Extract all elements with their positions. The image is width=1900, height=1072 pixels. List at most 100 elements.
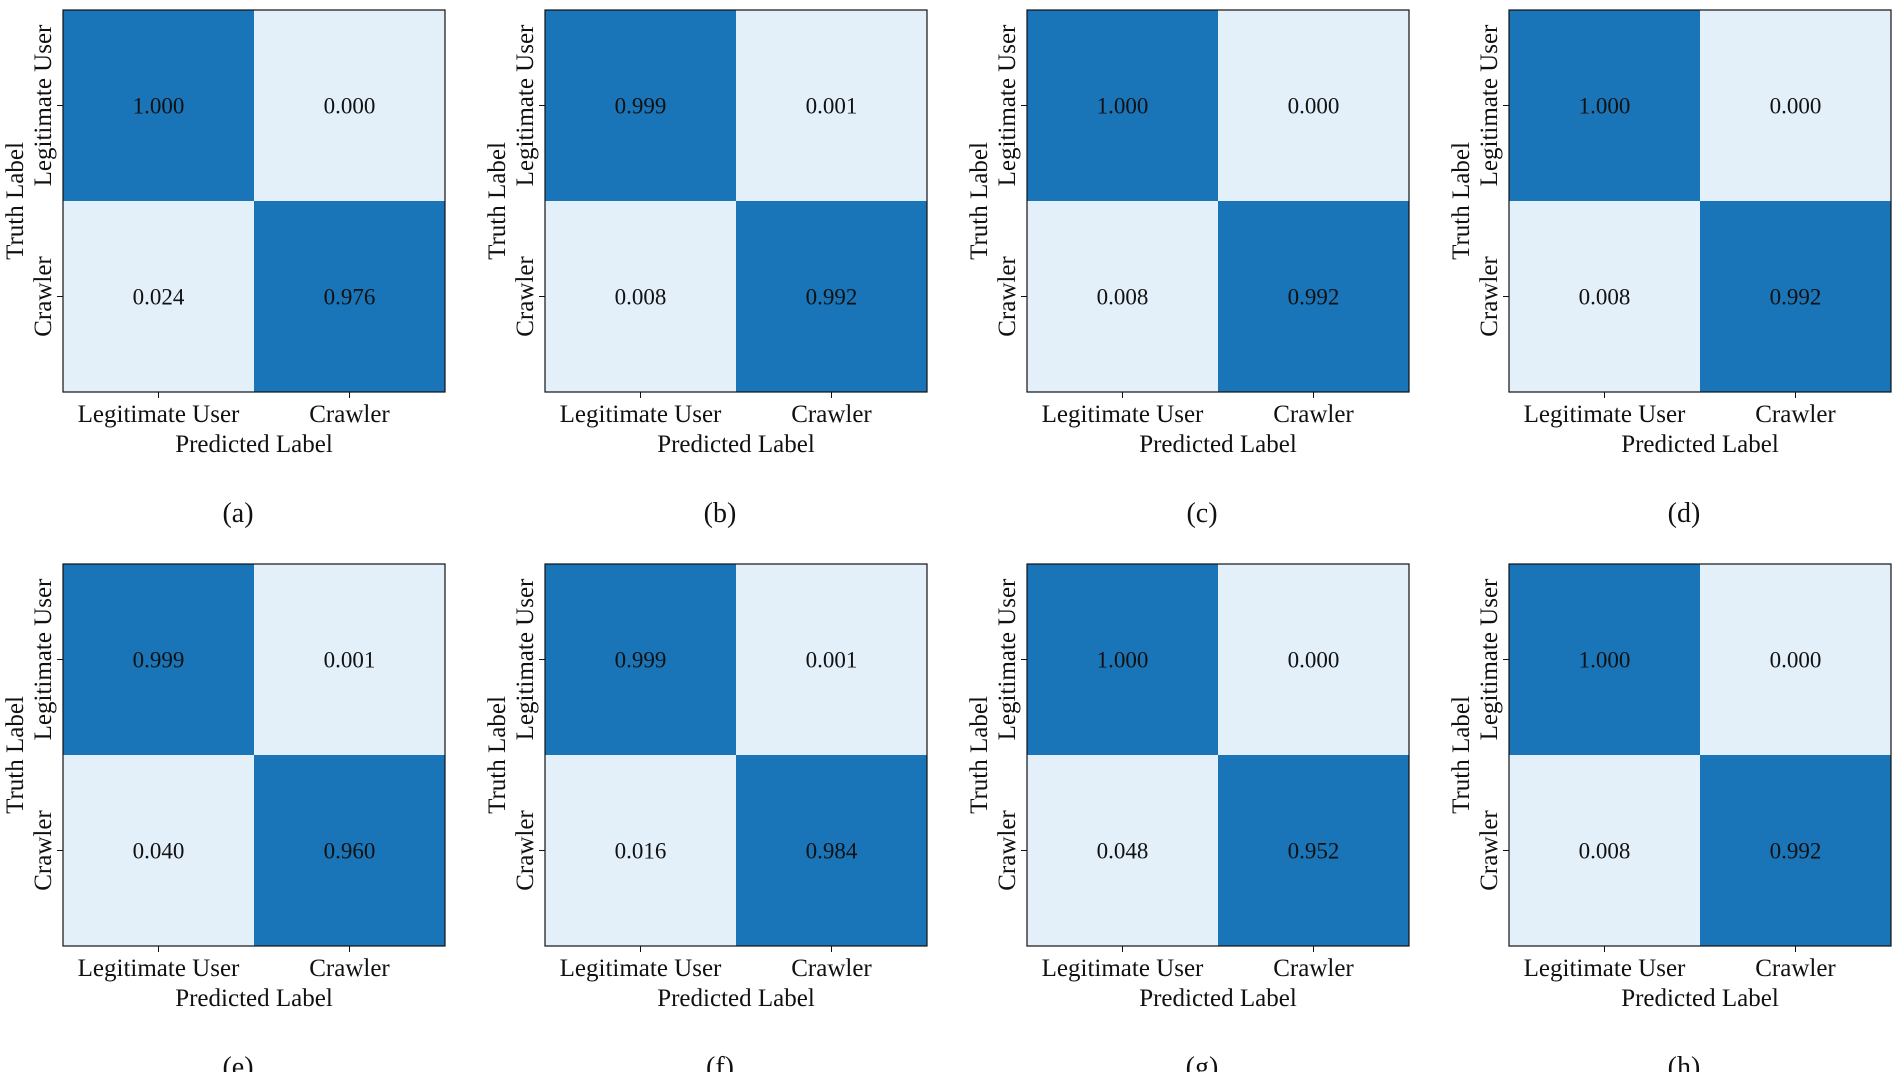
x-tick-label: Crawler bbox=[1755, 401, 1836, 428]
panel-caption: (a) bbox=[222, 498, 253, 529]
cell-value-label: 0.001 bbox=[324, 648, 376, 673]
y-tick-label: Legitimate User bbox=[30, 578, 57, 740]
cell-value-label: 0.960 bbox=[324, 839, 376, 864]
matrix-cell bbox=[63, 564, 254, 755]
matrix-cell bbox=[1027, 10, 1218, 201]
matrix-frame bbox=[62, 563, 446, 947]
x-axis-label: Predicted Label bbox=[657, 431, 815, 458]
cell-value-label: 0.992 bbox=[806, 285, 858, 310]
matrix-frame bbox=[62, 9, 446, 393]
panel-caption: (f) bbox=[706, 1052, 734, 1072]
y-axis-label: Truth Label bbox=[1448, 696, 1475, 814]
x-tick-label: Legitimate User bbox=[560, 955, 722, 982]
matrix-cell bbox=[254, 201, 445, 392]
matrix-cell bbox=[1509, 10, 1700, 201]
y-tick-label: Crawler bbox=[994, 256, 1021, 337]
cell-value-label: 1.000 bbox=[1097, 94, 1149, 119]
y-axis-label: Truth Label bbox=[1448, 142, 1475, 260]
x-tick-label: Legitimate User bbox=[1524, 401, 1686, 428]
y-tick-label: Legitimate User bbox=[1476, 578, 1503, 740]
cell-value-label: 0.001 bbox=[806, 94, 858, 119]
x-tick-label: Crawler bbox=[791, 955, 872, 982]
matrix-cell bbox=[1027, 755, 1218, 946]
matrix-cell bbox=[1509, 201, 1700, 392]
x-axis-label: Predicted Label bbox=[175, 431, 333, 458]
panel-caption: (h) bbox=[1668, 1052, 1701, 1072]
x-tick-label: Legitimate User bbox=[1042, 955, 1204, 982]
matrix-cell bbox=[1027, 201, 1218, 392]
y-tick-label: Crawler bbox=[30, 256, 57, 337]
cell-value-label: 0.000 bbox=[1770, 94, 1822, 119]
matrix-cell bbox=[254, 755, 445, 946]
cell-value-label: 0.048 bbox=[1097, 839, 1149, 864]
cell-value-label: 0.000 bbox=[324, 94, 376, 119]
y-tick-label: Crawler bbox=[1476, 256, 1503, 337]
panel-caption: (b) bbox=[704, 498, 737, 529]
y-tick-label: Crawler bbox=[1476, 810, 1503, 891]
matrix-cell bbox=[545, 564, 736, 755]
matrix-cell bbox=[1509, 564, 1700, 755]
panel-caption: (g) bbox=[1186, 1052, 1219, 1072]
matrix-cell bbox=[1218, 564, 1409, 755]
x-tick-label: Legitimate User bbox=[1042, 401, 1204, 428]
x-tick-label: Legitimate User bbox=[78, 955, 240, 982]
x-tick-label: Crawler bbox=[1273, 401, 1354, 428]
cell-value-label: 0.016 bbox=[615, 839, 667, 864]
cell-value-label: 0.984 bbox=[806, 839, 858, 864]
cell-value-label: 0.040 bbox=[133, 839, 185, 864]
cell-value-label: 0.008 bbox=[1097, 285, 1149, 310]
matrix-cell bbox=[63, 755, 254, 946]
matrix-frame bbox=[1508, 9, 1892, 393]
y-tick-label: Legitimate User bbox=[512, 578, 539, 740]
x-axis-label: Predicted Label bbox=[1139, 431, 1297, 458]
matrix-cell bbox=[1700, 10, 1891, 201]
cell-value-label: 1.000 bbox=[1579, 648, 1631, 673]
cell-value-label: 0.024 bbox=[133, 285, 185, 310]
matrix-cell bbox=[545, 201, 736, 392]
matrix-cell bbox=[1700, 201, 1891, 392]
cell-value-label: 1.000 bbox=[133, 94, 185, 119]
matrix-cell bbox=[736, 10, 927, 201]
y-tick-label: Legitimate User bbox=[30, 24, 57, 186]
cell-value-label: 0.008 bbox=[1579, 839, 1631, 864]
y-axis-label: Truth Label bbox=[2, 142, 29, 260]
x-axis-label: Predicted Label bbox=[1621, 985, 1779, 1012]
matrix-cell bbox=[254, 564, 445, 755]
y-tick-label: Crawler bbox=[30, 810, 57, 891]
y-tick-label: Legitimate User bbox=[994, 24, 1021, 186]
matrix-frame bbox=[544, 9, 928, 393]
y-axis-label: Truth Label bbox=[2, 696, 29, 814]
cell-value-label: 0.999 bbox=[615, 648, 667, 673]
cell-value-label: 0.008 bbox=[615, 285, 667, 310]
y-axis-label: Truth Label bbox=[966, 142, 993, 260]
matrix-cell bbox=[1218, 10, 1409, 201]
x-tick-label: Crawler bbox=[791, 401, 872, 428]
cell-value-label: 0.976 bbox=[324, 285, 376, 310]
matrix-cell bbox=[736, 755, 927, 946]
matrix-cell bbox=[1027, 564, 1218, 755]
x-tick-label: Legitimate User bbox=[560, 401, 722, 428]
cell-value-label: 0.000 bbox=[1770, 648, 1822, 673]
cell-value-label: 0.992 bbox=[1770, 839, 1822, 864]
matrix-cell bbox=[1218, 201, 1409, 392]
cell-value-label: 0.000 bbox=[1288, 648, 1340, 673]
x-tick-label: Crawler bbox=[309, 401, 390, 428]
matrix-cell bbox=[1218, 755, 1409, 946]
cell-value-label: 0.992 bbox=[1770, 285, 1822, 310]
matrix-cell bbox=[736, 201, 927, 392]
y-axis-label: Truth Label bbox=[966, 696, 993, 814]
y-tick-label: Crawler bbox=[994, 810, 1021, 891]
matrix-cell bbox=[1509, 755, 1700, 946]
cell-value-label: 0.999 bbox=[615, 94, 667, 119]
panel-caption: (d) bbox=[1668, 498, 1701, 529]
panel-caption: (c) bbox=[1186, 498, 1217, 529]
x-axis-label: Predicted Label bbox=[175, 985, 333, 1012]
cell-value-label: 0.001 bbox=[806, 648, 858, 673]
matrix-frame bbox=[544, 563, 928, 947]
matrix-frame bbox=[1026, 563, 1410, 947]
x-tick-label: Crawler bbox=[1755, 955, 1836, 982]
matrix-cell bbox=[63, 10, 254, 201]
matrix-cell bbox=[63, 201, 254, 392]
y-tick-label: Crawler bbox=[512, 256, 539, 337]
